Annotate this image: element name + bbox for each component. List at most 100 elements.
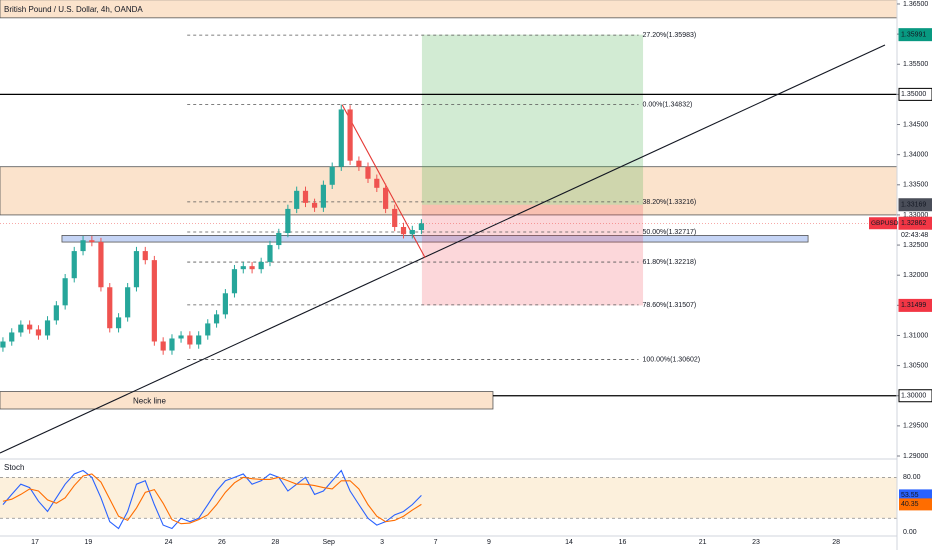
candle-body: [258, 261, 264, 270]
candle-body: [142, 251, 148, 261]
position-loss: [421, 204, 644, 306]
countdown: 02:43:48: [901, 232, 928, 239]
x-tick-label: Sep: [322, 539, 335, 546]
x-tick-label: 26: [218, 539, 226, 546]
candle-body: [71, 251, 77, 279]
candle-body: [374, 178, 380, 188]
value-tag: 53.55: [901, 492, 919, 499]
y-tick-label: 1.30500: [903, 362, 928, 369]
price-tag-bg: [898, 28, 932, 42]
candle-body: [44, 320, 51, 336]
candle-body: [196, 335, 202, 345]
y-tick-label: 1.32500: [903, 242, 928, 249]
zone-label: Neck line: [133, 396, 166, 405]
candle-body: [125, 287, 131, 318]
candle-body: [285, 208, 291, 234]
symbol-tag-bg: [869, 217, 897, 230]
fib-label: 50.00%(1.32717): [643, 229, 697, 236]
candle-body: [231, 269, 238, 294]
fib-label: 78.60%(1.31507): [643, 302, 697, 309]
candle-body: [133, 251, 140, 288]
candle-body: [18, 324, 24, 333]
price-tag: 1.31499: [901, 302, 926, 309]
candle-body: [89, 240, 95, 243]
x-tick-label: 28: [271, 539, 279, 546]
candle-body: [347, 109, 353, 161]
stoch-line: [2, 473, 422, 525]
candle-body: [400, 226, 407, 235]
x-tick-label: 9: [487, 539, 491, 546]
x-tick-label: 14: [565, 539, 573, 546]
y-tick-label: 1.32000: [903, 272, 928, 279]
candle-body: [178, 335, 184, 339]
candle-body: [392, 208, 398, 227]
position-profit: [421, 34, 644, 205]
zone: [61, 235, 809, 243]
y-tick-label: 0.00: [903, 529, 917, 536]
price-tag: 1.33169: [901, 202, 926, 209]
candle-body: [80, 240, 86, 252]
stoch-band: [0, 477, 897, 519]
y-tick-label: 1.35500: [903, 61, 928, 68]
y-tick-label: 1.33000: [903, 212, 928, 219]
x-tick-label: 16: [619, 539, 627, 546]
candle-body: [0, 341, 6, 348]
stoch-pane: Stoch: [0, 458, 897, 530]
x-tick-label: 7: [434, 539, 438, 546]
price-tag: 1.35991: [901, 31, 926, 38]
candle-body: [151, 260, 157, 342]
candle-body: [294, 190, 300, 209]
price-tag-bg: [898, 198, 932, 212]
price-tag: 1.35000: [901, 91, 926, 98]
y-tick-label: 1.34000: [903, 151, 928, 158]
x-tick-label: 19: [84, 539, 92, 546]
candle-body: [383, 187, 389, 209]
y-tick-label: 80.00: [903, 474, 921, 481]
chart-title: British Pound / U.S. Dollar, 4h, OANDA: [4, 5, 143, 14]
candle-body: [356, 160, 362, 167]
candle-body: [169, 338, 175, 351]
candle-body: [329, 166, 335, 185]
value-tag-bg: [899, 498, 932, 511]
price-tag-bg: [898, 298, 932, 312]
candle-body: [338, 109, 344, 167]
y-tick-label: 1.29000: [903, 453, 928, 460]
x-tick-label: 24: [165, 539, 173, 546]
price-pane: Neck line 27.20%(1.35983) 0.00%(1.34832) 38…: [0, 0, 898, 454]
candle-body: [418, 223, 424, 230]
x-tick-label: 28: [832, 539, 840, 546]
price-tag: 1.32862: [901, 220, 926, 227]
candle-body: [249, 266, 255, 270]
candle-body: [53, 305, 59, 321]
candle-body: [213, 314, 220, 324]
candle-body: [276, 233, 282, 246]
candle-body: [302, 190, 309, 203]
price-tag-bg: [898, 87, 932, 101]
x-tick-label: 23: [752, 539, 760, 546]
x-tick-label: 21: [699, 539, 707, 546]
candle-body: [27, 324, 33, 330]
candle-body: [115, 317, 122, 329]
fib-label: 27.20%(1.35983): [643, 32, 697, 39]
candle-body: [205, 323, 211, 336]
symbol-tag: GBPUSD: [871, 220, 899, 227]
y-tick-label: 1.36500: [903, 1, 928, 8]
candle-body: [160, 341, 166, 351]
candle-body: [35, 329, 42, 336]
x-tick-label: 3: [380, 539, 384, 546]
trendline: [0, 44, 886, 454]
candle-body: [107, 287, 113, 329]
zone: [0, 166, 898, 216]
y-tick-label: 1.31000: [903, 332, 928, 339]
y-tick-label: 1.33500: [903, 182, 928, 189]
x-tick-label: 17: [31, 539, 39, 546]
candle-body: [267, 245, 273, 262]
candle-body: [240, 266, 246, 270]
candle-body: [62, 278, 68, 306]
zone: [0, 391, 494, 410]
value-tag: 40.35: [901, 501, 919, 508]
y-tick-label: 1.34500: [903, 121, 928, 128]
candle-body: [409, 229, 415, 235]
price-tag-bg: [898, 389, 932, 403]
